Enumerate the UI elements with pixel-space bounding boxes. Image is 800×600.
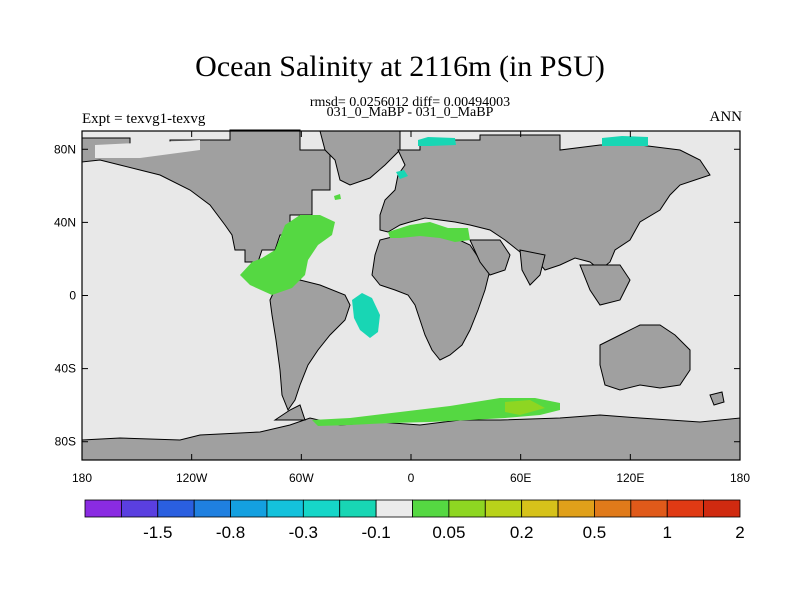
colorbar-swatch [157,499,195,518]
arabia-land [469,239,511,276]
lat-tick-label: 0 [69,289,76,303]
atlantic-small-anomaly [334,194,341,200]
case-comparison: 031_0_MaBP - 031_0_MaBP [326,105,494,120]
colorbar-label: 1 [662,523,671,542]
lon-tick-label: 0 [408,471,415,485]
greenland-land [319,130,401,186]
colorbar-label: -0.3 [289,523,318,542]
negative-anomaly-layer [352,136,648,338]
colorbar-labels: -1.5 -0.8 -0.3 -0.1 0.05 0.2 0.5 1 2 [143,523,745,542]
colorbar-swatch [666,499,705,518]
colorbar-swatch [375,499,413,518]
southeast-asia-land [579,264,631,306]
lon-tick-label: 60E [510,471,531,485]
africa-land [371,234,491,361]
colorbar-swatch [120,499,159,518]
southern-ocean-anomaly-inner [505,400,545,415]
mediterranean-anomaly [388,222,470,242]
latitude-axis: 80N 40N 0 40S 80S [54,142,740,449]
southern-ocean-anomaly [312,398,560,426]
colorbar-swatch [193,499,231,518]
colorbar-label: 0.2 [510,523,534,542]
lat-tick-label: 40S [55,362,76,376]
australia-land [599,324,691,391]
north-america-land [81,129,331,263]
colorbar-swatch [594,499,632,518]
new-zealand-land [709,391,725,406]
lon-tick-label: 120E [616,471,644,485]
lon-tick-label: 180 [72,471,92,485]
south-atlantic-anomaly [352,293,380,338]
colorbar-label: -0.1 [361,523,390,542]
arctic-anomaly-2 [602,136,648,146]
longitude-axis: 180 120W 60W 0 60E 120E 180 [72,131,750,485]
colorbar-swatch [302,499,341,518]
colorbar [84,499,741,518]
lat-tick-label: 40N [54,215,76,229]
lon-tick-label: 120W [176,471,208,485]
lon-tick-label: 180 [730,471,750,485]
colorbar-swatch [557,499,595,518]
lon-tick-label: 60W [289,471,314,485]
antarctic-peninsula-land [273,404,306,421]
colorbar-label: 2 [735,523,744,542]
india-land [519,249,546,286]
colorbar-label: 0.05 [432,523,465,542]
stats-line: rmsd= 0.0256012 diff= 0.00494003 [309,95,511,110]
antarctica-land [81,414,741,461]
arctic-anomaly-1 [418,137,456,146]
colorbar-label: 0.5 [583,523,607,542]
atlantic-north-anomaly [240,215,335,295]
colorbar-swatch [630,499,668,518]
colorbar-swatch [230,499,268,518]
lat-tick-label: 80N [54,142,76,156]
colorbar-swatch [703,499,741,518]
experiment-label: Expt = texvg1-texvg [82,111,206,127]
colorbar-swatch [448,499,486,518]
colorbar-swatch [339,499,377,518]
land-layer [81,129,741,461]
colorbar-label: -1.5 [143,523,172,542]
colorbar-label: -0.8 [216,523,245,542]
positive-anomaly-layer [240,194,560,426]
colorbar-swatch [521,499,559,518]
arctic-anomaly-3 [396,170,408,179]
arctic-ice-land [95,140,200,158]
colorbar-swatch [84,499,122,518]
lat-tick-label: 80S [55,435,76,449]
colorbar-swatch [266,499,304,518]
season-label: ANN [709,109,743,125]
south-america-land [269,279,351,412]
colorbar-swatch [412,499,450,518]
map-title: Ocean Salinity at 2116m (in PSU) [195,50,605,83]
colorbar-swatch [484,499,523,518]
